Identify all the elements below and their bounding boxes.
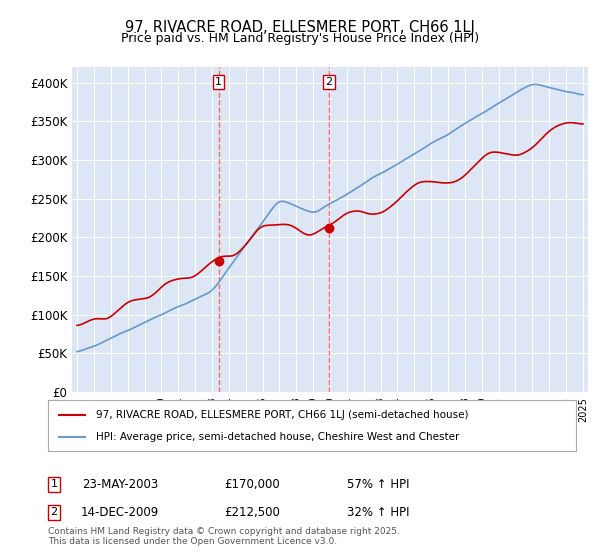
Text: Contains HM Land Registry data © Crown copyright and database right 2025.
This d: Contains HM Land Registry data © Crown c… <box>48 526 400 546</box>
Text: 1: 1 <box>50 479 58 489</box>
Text: 2: 2 <box>326 77 333 87</box>
Text: 97, RIVACRE ROAD, ELLESMERE PORT, CH66 1LJ: 97, RIVACRE ROAD, ELLESMERE PORT, CH66 1… <box>125 20 475 35</box>
Text: 23-MAY-2003: 23-MAY-2003 <box>82 478 158 491</box>
Text: 14-DEC-2009: 14-DEC-2009 <box>81 506 159 519</box>
Text: 32% ↑ HPI: 32% ↑ HPI <box>347 506 409 519</box>
Text: Price paid vs. HM Land Registry's House Price Index (HPI): Price paid vs. HM Land Registry's House … <box>121 32 479 45</box>
Text: £170,000: £170,000 <box>224 478 280 491</box>
Text: 97, RIVACRE ROAD, ELLESMERE PORT, CH66 1LJ (semi-detached house): 97, RIVACRE ROAD, ELLESMERE PORT, CH66 1… <box>95 409 468 419</box>
Text: HPI: Average price, semi-detached house, Cheshire West and Chester: HPI: Average price, semi-detached house,… <box>95 432 459 442</box>
Text: 57% ↑ HPI: 57% ↑ HPI <box>347 478 409 491</box>
Text: £212,500: £212,500 <box>224 506 280 519</box>
Text: 1: 1 <box>215 77 222 87</box>
Text: 2: 2 <box>50 507 58 517</box>
